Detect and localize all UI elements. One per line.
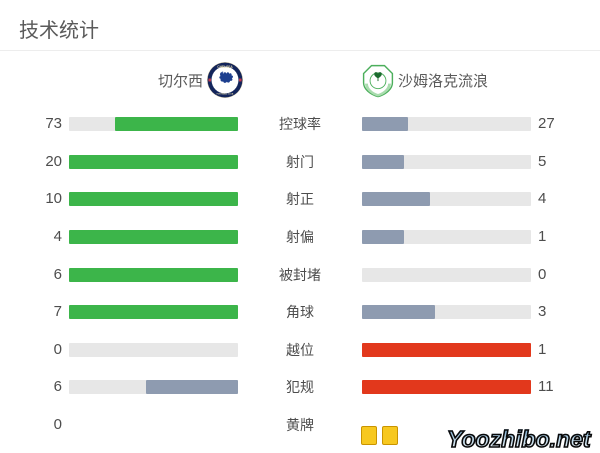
svg-text:CHELSEA: CHELSEA [217,65,233,69]
